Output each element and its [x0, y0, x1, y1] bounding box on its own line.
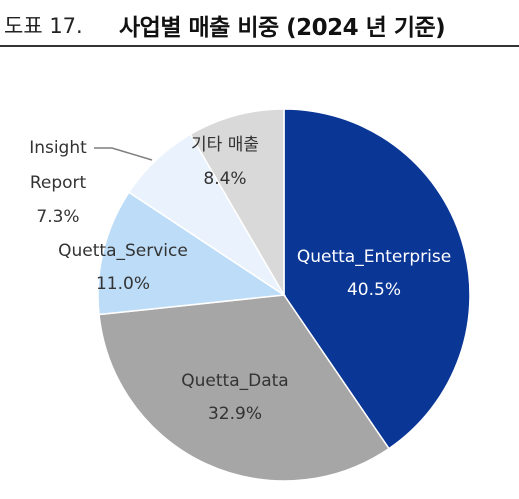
slice-value-quetta-service: 11.0% [96, 274, 150, 294]
slice-value-quetta-data: 32.9% [208, 404, 262, 424]
slice-name-insight-report-1: Insight [29, 138, 87, 158]
slice-other [189, 108, 285, 298]
pie-labels: Quetta_Enterprise 40.5% Quetta_Data 32.9% Qu… [29, 135, 451, 424]
figure-header: 도표 17. 사업별 매출 비중 (2024 년 기준) [0, 0, 519, 47]
slice-name-insight-report-2: Report [30, 173, 87, 193]
pie-slices [97, 108, 471, 482]
figure-number: 도표 17. [4, 14, 83, 38]
slice-quetta-service [97, 191, 287, 316]
slice-value-other: 8.4% [203, 169, 246, 189]
slice-name-quetta-enterprise: Quetta_Enterprise [297, 247, 451, 267]
slice-name-quetta-data: Quetta_Data [181, 371, 288, 391]
slice-value-insight-report: 7.3% [36, 207, 79, 227]
leader-line-insight-report [94, 147, 153, 161]
figure-title: 사업별 매출 비중 (2024 년 기준) [119, 15, 446, 41]
slice-quetta-enterprise [283, 108, 471, 450]
slice-name-quetta-service: Quetta_Service [58, 241, 188, 261]
slice-value-quetta-enterprise: 40.5% [347, 280, 401, 300]
slice-name-other: 기타 매출 [191, 135, 259, 155]
header-rule [0, 45, 519, 47]
slice-quetta-data [98, 294, 390, 482]
